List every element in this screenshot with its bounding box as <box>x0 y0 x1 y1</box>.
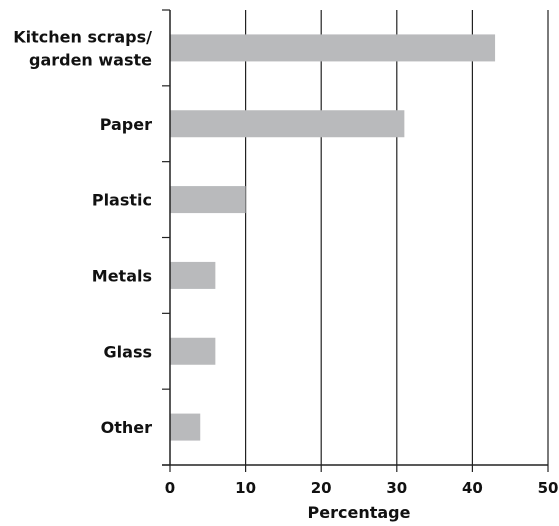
category-label-0-line-1: garden waste <box>29 50 152 69</box>
x-tick-label-40: 40 <box>462 479 483 497</box>
category-label-5-line-0: Other <box>101 418 152 437</box>
category-label-1-line-0: Paper <box>100 115 152 134</box>
x-axis-title: Percentage <box>308 503 411 522</box>
x-tick-label-10: 10 <box>235 479 256 497</box>
category-label-3-line-0: Metals <box>92 266 152 285</box>
category-labels: Kitchen scraps/garden waste Paper Plastic M… <box>13 27 152 437</box>
bar-3 <box>170 261 216 289</box>
bar-2 <box>170 186 246 214</box>
bar-4 <box>170 337 216 365</box>
x-tick-label-20: 20 <box>311 479 332 497</box>
category-label-0-line-0: Kitchen scraps/ <box>13 27 152 46</box>
axes <box>162 9 549 472</box>
bar-1 <box>170 110 405 138</box>
x-tick-labels: 0 10 20 30 40 50 <box>165 479 559 497</box>
bar-0 <box>170 34 496 62</box>
bars <box>170 34 496 441</box>
category-label-4-line-0: Glass <box>104 342 152 361</box>
x-tick-label-50: 50 <box>538 479 559 497</box>
grid-lines <box>245 10 549 465</box>
x-tick-label-0: 0 <box>165 479 175 497</box>
bar-5 <box>170 413 201 441</box>
category-label-2-line-0: Plastic <box>92 191 152 210</box>
x-tick-label-30: 30 <box>386 479 407 497</box>
